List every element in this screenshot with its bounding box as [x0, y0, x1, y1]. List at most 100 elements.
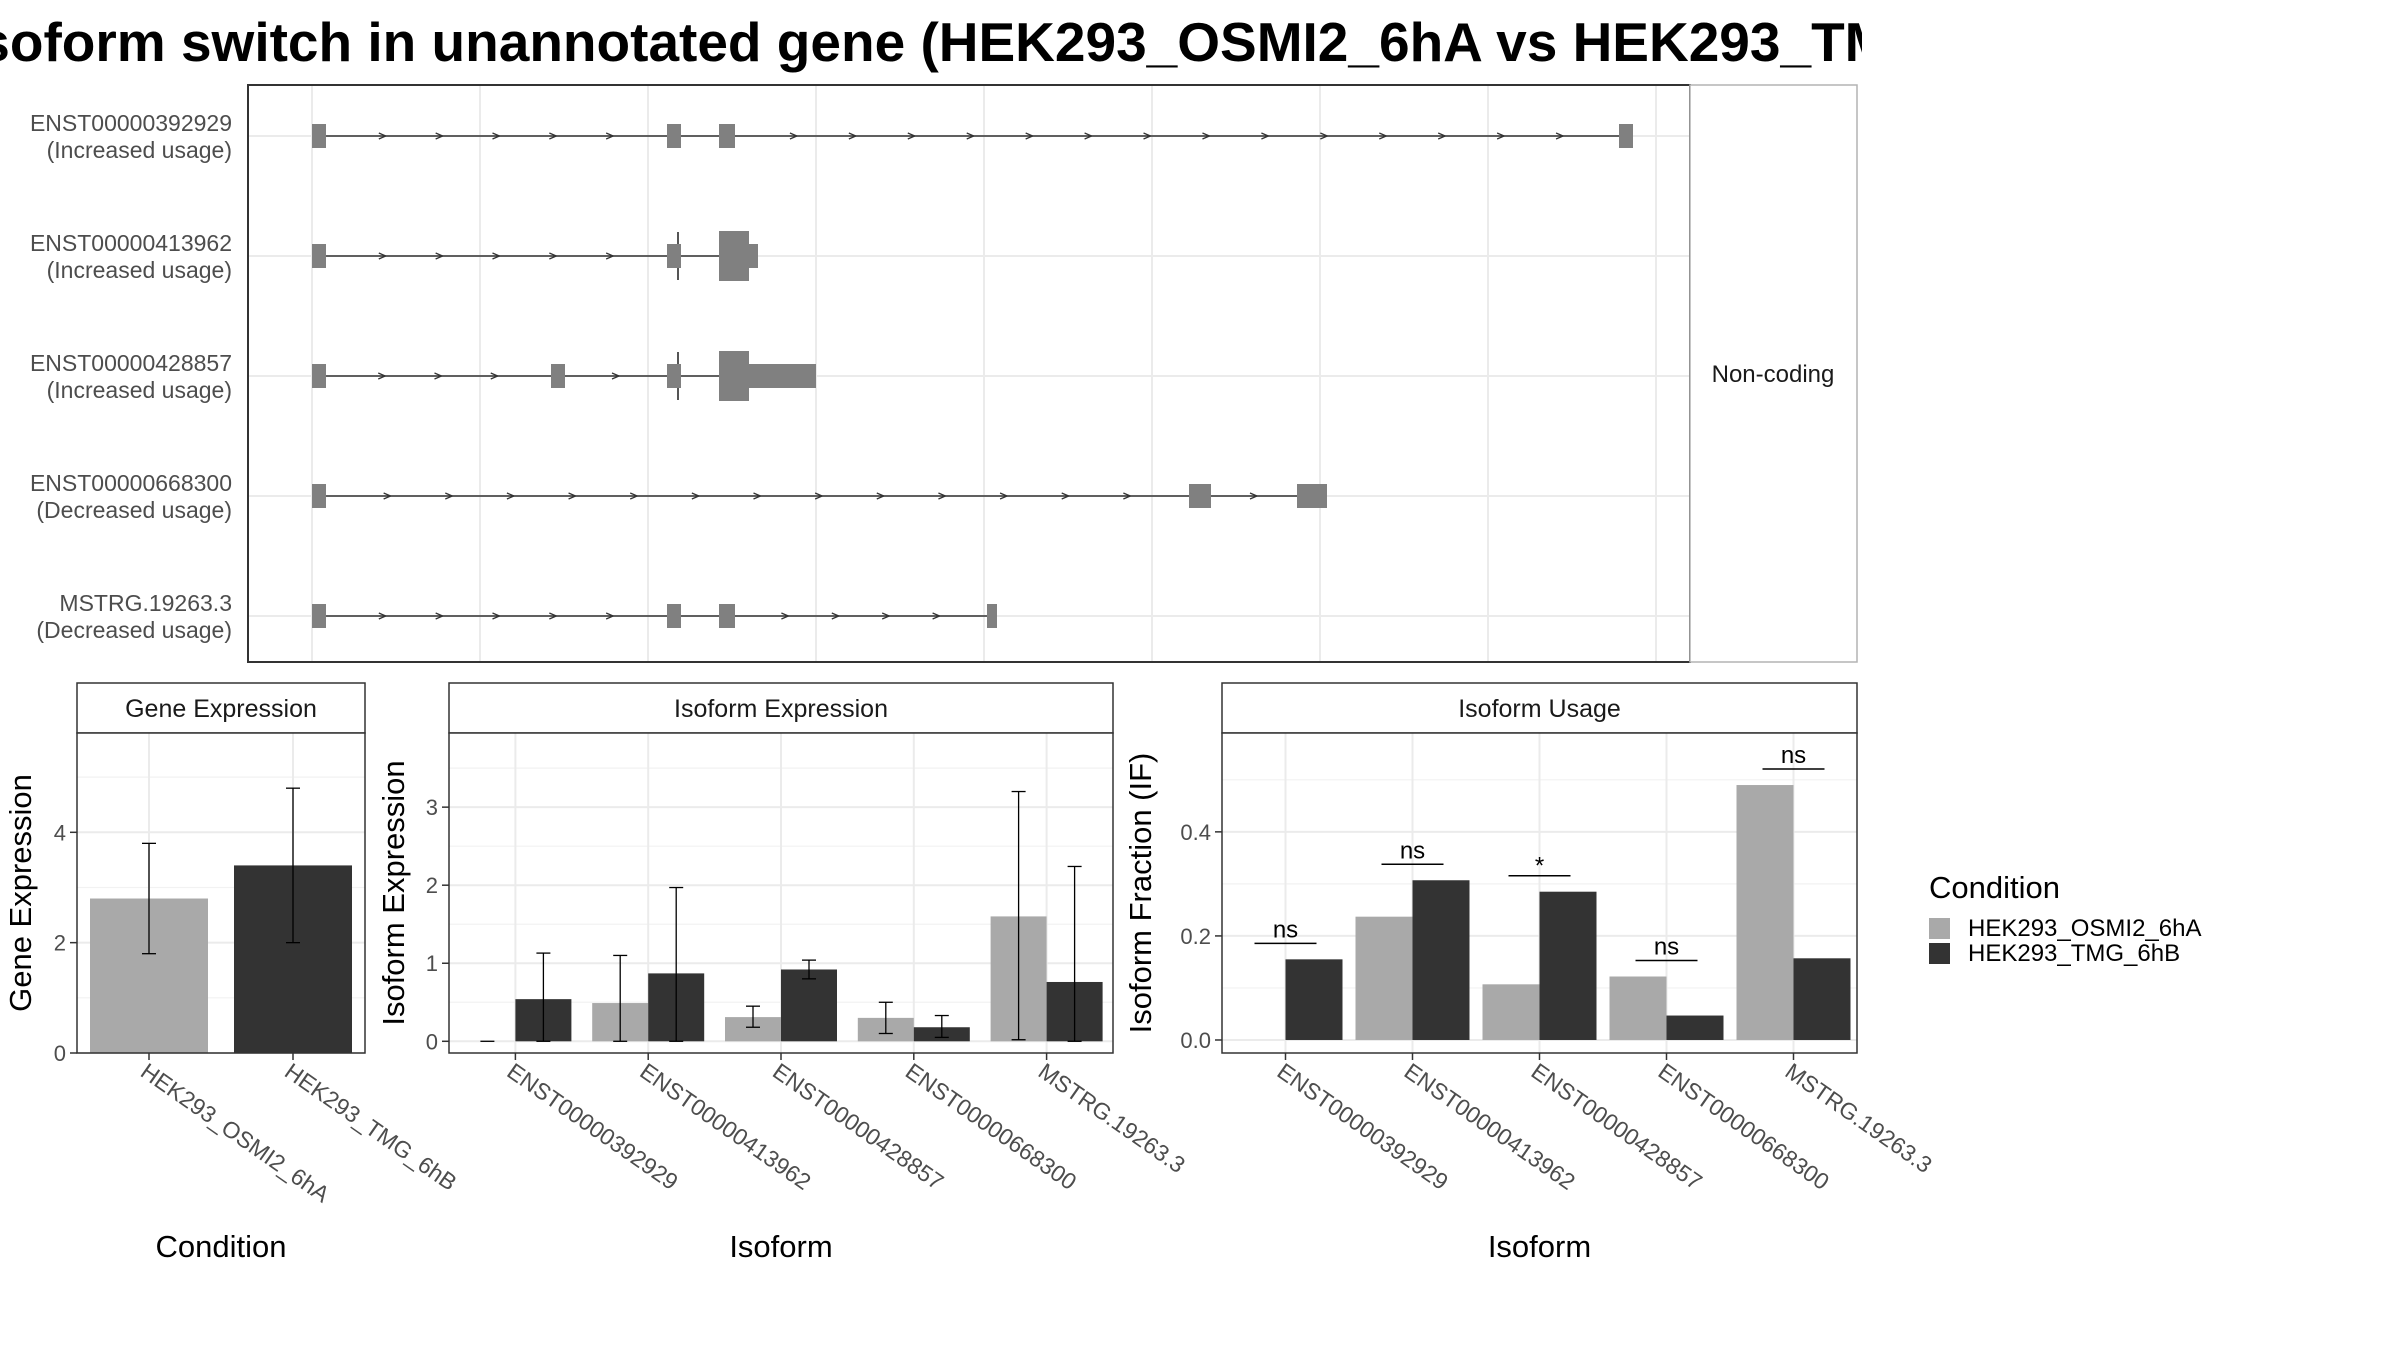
strand-arrow	[377, 372, 387, 380]
strand-arrow	[691, 492, 701, 500]
exon-block	[667, 364, 681, 388]
strand-arrow	[435, 132, 445, 140]
isoform-usage-label: (Decreased usage)	[36, 617, 232, 643]
isoform-usage-bar-HEK293_TMG_6hB-1	[1412, 880, 1470, 1040]
exon-block	[719, 124, 735, 148]
strand-arrow	[999, 492, 1009, 500]
isoform-usage-bar-HEK293_OSMI2_6hA-4	[1736, 785, 1794, 1040]
exon-block	[667, 124, 681, 148]
gene-expression-ytick-label: 0	[54, 1041, 66, 1066]
isoform-usage-bar-HEK293_TMG_6hB-0	[1285, 959, 1343, 1040]
exon-block	[1189, 484, 1211, 508]
strand-arrow	[435, 612, 445, 620]
gene-expression-xlabel: Condition	[156, 1229, 287, 1264]
exon-block	[719, 231, 749, 281]
isoform-expression-strip-title: Isoform Expression	[674, 695, 888, 723]
isoform-usage-bar-HEK293_OSMI2_6hA-3	[1609, 976, 1667, 1040]
strand-arrow	[378, 252, 388, 260]
strand-arrow	[1379, 132, 1388, 140]
strand-arrow	[1249, 492, 1259, 500]
strand-arrow	[1084, 132, 1094, 140]
strand-arrow	[378, 612, 388, 620]
isoform-usage-strip	[1221, 682, 1858, 734]
isoform-usage-bar-HEK293_TMG_6hB-4	[1793, 958, 1851, 1040]
isoform-label: ENST00000392929	[30, 110, 232, 136]
strand-arrow	[753, 492, 763, 500]
strand-arrow	[378, 132, 388, 140]
exon-block	[1619, 124, 1633, 148]
exon-block	[312, 484, 326, 508]
isoform-usage-significance-label: ns	[1781, 742, 1806, 769]
exon-block	[312, 244, 326, 268]
exon-block	[719, 604, 735, 628]
isoform-usage-strip-title: Isoform Usage	[1458, 695, 1621, 723]
exon-block	[1297, 484, 1327, 508]
isoform-label: ENST00000413962	[30, 230, 232, 256]
strand-arrow	[1123, 492, 1133, 500]
legend-swatch-1	[1929, 943, 1950, 964]
isoform-usage-ytick-label: 0.0	[1180, 1028, 1211, 1053]
isoform-usage-label: (Increased usage)	[47, 377, 232, 403]
strand-arrow	[789, 132, 799, 140]
isoform-usage-xlabel: Isoform	[1488, 1229, 1591, 1264]
isoform-expression-ytick-label: 1	[426, 951, 438, 976]
isoform-structure-2	[312, 351, 816, 401]
strand-arrow	[1202, 132, 1212, 140]
strand-arrow	[435, 252, 445, 260]
strand-arrow	[881, 612, 891, 620]
gene-expression-strip-title: Gene Expression	[125, 695, 317, 723]
isoform-usage-ytick-label: 0.4	[1180, 820, 1211, 845]
legend-entry-1: HEK293_TMG_6hB	[1968, 940, 2180, 967]
strand-arrow	[605, 132, 615, 140]
exon-block	[667, 244, 681, 268]
isoform-usage-bar-HEK293_OSMI2_6hA-2	[1482, 984, 1540, 1040]
strand-arrow	[549, 132, 558, 140]
exon-block	[749, 364, 816, 388]
exon-block	[667, 604, 681, 628]
gene-expression-ytick-label: 2	[54, 931, 66, 956]
strand-arrow	[932, 612, 942, 620]
isoform-expression-bar-HEK293_TMG_6hB-2	[781, 969, 837, 1042]
isoform-structure-4	[312, 604, 997, 628]
legend-swatch-0	[1929, 918, 1950, 939]
isoform-label: ENST00000668300	[30, 470, 232, 496]
isoform-structure-0	[312, 124, 1633, 148]
strand-arrow	[781, 612, 791, 620]
gene-expression-ylabel: Gene Expression	[3, 774, 38, 1012]
strand-arrow	[831, 612, 841, 620]
strand-arrow	[490, 372, 500, 380]
strand-arrow	[1496, 132, 1506, 140]
strand-arrow	[549, 252, 558, 260]
isoform-expression-ytick-label: 0	[426, 1029, 438, 1054]
facet-strip	[1689, 84, 1858, 663]
exon-block	[719, 351, 749, 401]
strand-arrow	[1061, 492, 1071, 500]
strand-arrow	[814, 492, 824, 500]
isoform-structure-1	[312, 231, 758, 281]
isoform-label: ENST00000428857	[30, 350, 232, 376]
isoform-label: MSTRG.19263.3	[59, 590, 232, 616]
strand-arrow	[938, 492, 948, 500]
strand-arrow	[876, 492, 886, 500]
strand-arrow	[1437, 132, 1447, 140]
isoform-expression-ylabel: Isoform Expression	[376, 760, 411, 1025]
isoform-expression-xlabel: Isoform	[729, 1229, 832, 1264]
isoform-usage-significance-label: *	[1535, 853, 1544, 880]
strand-arrow	[605, 612, 615, 620]
strand-arrow	[848, 132, 858, 140]
strand-arrow	[611, 372, 621, 380]
isoform-usage-bar-HEK293_TMG_6hB-3	[1666, 1015, 1724, 1040]
strand-arrow	[383, 492, 393, 500]
strand-arrow	[629, 492, 639, 500]
strand-arrow	[506, 492, 516, 500]
isoform-usage-label: (Increased usage)	[47, 137, 232, 163]
strand-arrow	[445, 492, 454, 500]
isoform-expression-ytick-label: 3	[426, 795, 438, 820]
strand-arrow	[1555, 132, 1565, 140]
strand-arrow	[1143, 132, 1153, 140]
strand-arrow	[492, 132, 502, 140]
strand-arrow	[492, 612, 502, 620]
strand-arrow	[1261, 132, 1271, 140]
structure-panel-bg	[248, 85, 1690, 662]
